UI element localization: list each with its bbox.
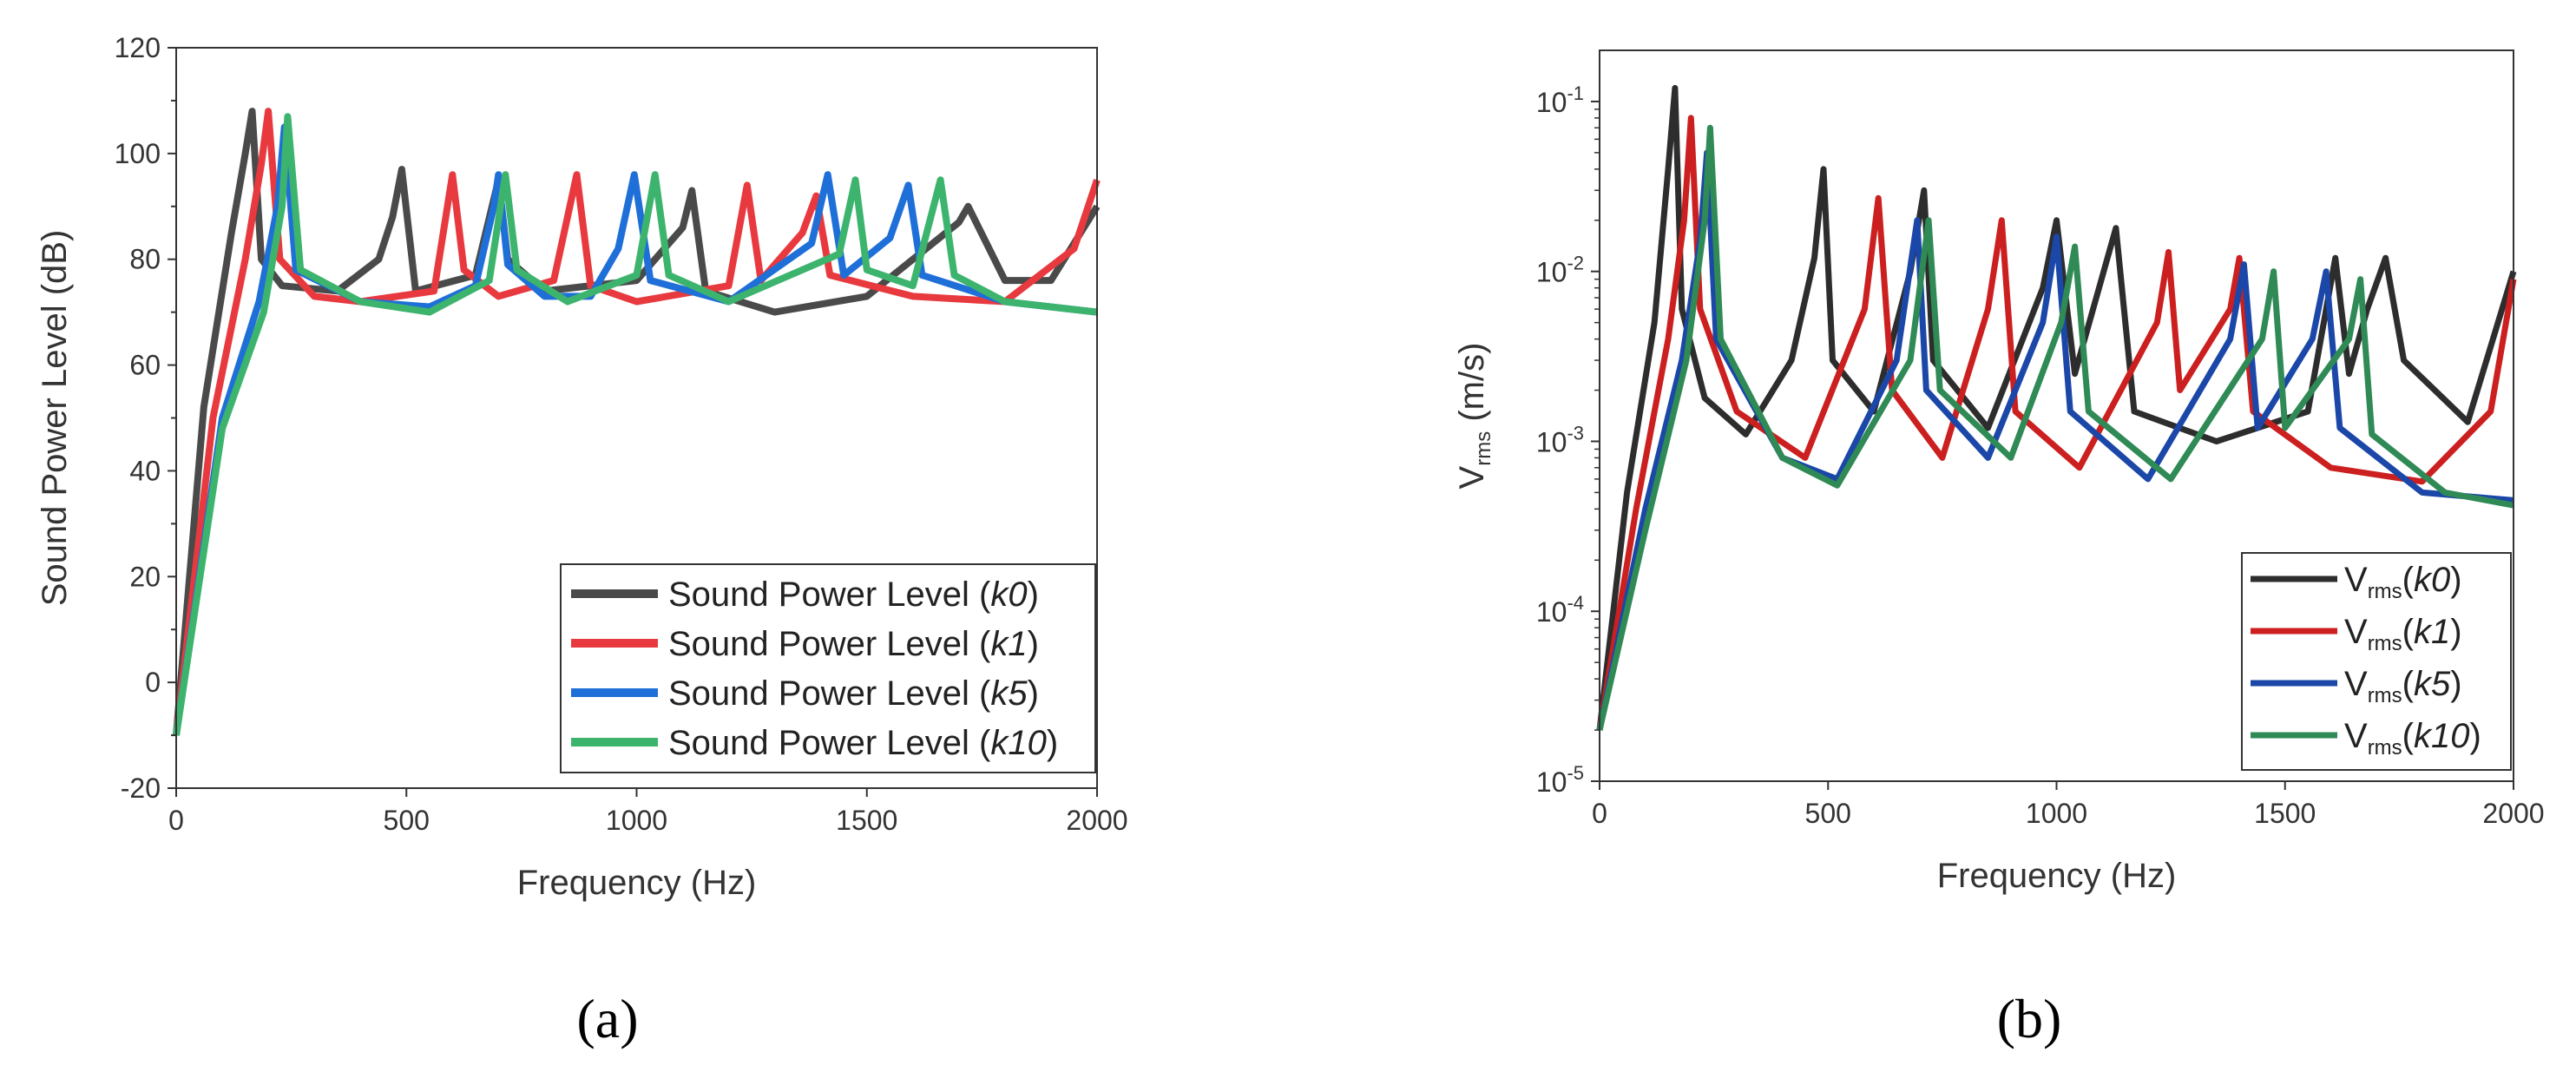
panel-b-legend-label: Vrms(k10) [2344,717,2481,760]
panel-a-y-tick-label: -20 [121,773,161,804]
panel-b-ticks: 0 500 1000 1500 2000 10-1 10-2 10-3 10-4 10-5 [1536,82,2545,829]
panel-b-y-axis-label: Vrms (m/s) [1453,343,1495,490]
panel-b-x-tick-label: 0 [1592,798,1607,829]
panel-a-y-tick-label: 20 [129,561,161,592]
panel-b-x-tick-label: 2000 [2482,798,2544,829]
panel-a-x-tick-label: 1000 [606,805,667,836]
panel-b-x-tick-label: 1500 [2254,798,2316,829]
panel-a-x-tick-label: 2000 [1066,805,1127,836]
panel-a-series-line-k10 [173,113,1098,736]
panel-b-y-axis-label-main: V [1453,465,1491,489]
panel-a-legend: Sound Power Level (k0) Sound Power Level … [560,563,1096,773]
panel-b-series-group [1596,84,2517,731]
panel-a-legend-label: Sound Power Level (k10) [668,724,1058,762]
panel-b-x-tick-label: 1000 [2026,798,2087,829]
panel-a-legend-label: Sound Power Level (k1) [668,625,1039,663]
panel-a-legend-label: Sound Power Level (k5) [668,674,1039,713]
panel-b-legend: Vrms(k0) Vrms(k1) Vrms(k5) Vrms(k10) [2241,552,2512,771]
panel-b-legend-label: Vrms(k5) [2344,665,2462,707]
panel-b-y-tick-label: 10-4 [1536,592,1584,628]
panel-a-caption: (a) [576,988,638,1049]
panel-a-y-tick-label: 0 [145,667,161,698]
panel-b-y-tick-label: 10-3 [1536,422,1584,457]
panel-b-y-tick-label: 10-2 [1536,253,1584,288]
panel-a-y-tick-label: 40 [129,455,161,486]
panel-b-y-tick-label: 10-1 [1536,82,1584,118]
panel-a-x-tick-label: 0 [168,805,184,836]
panel-a-x-axis-label: Frequency (Hz) [517,864,757,902]
panel-b-caption: (b) [1997,988,2062,1049]
panel-a-x-tick-label: 500 [384,805,430,836]
panel-a-y-tick-label: 80 [129,244,161,275]
panel-b-x-tick-label: 500 [1805,798,1851,829]
panel-b: 0 500 1000 1500 2000 10-1 10-2 10-3 10-4 10-5 Fre… [1453,49,2545,1049]
panel-a-y-tick-label: 120 [115,32,161,63]
panel-b-series-line-k1 [1596,115,2517,731]
panel-a-legend-label: Sound Power Level (k0) [668,575,1039,614]
panel-b-series-line-k10 [1596,124,2514,731]
panel-b-y-axis-label-unit: (m/s) [1453,343,1491,431]
panel-b-legend-label: Vrms(k1) [2344,613,2462,655]
panel-b-x-axis-label: Frequency (Hz) [1937,857,2177,895]
panel-b-legend-label: Vrms(k0) [2344,561,2462,603]
panel-a-y-axis-label: Sound Power Level (dB) [36,230,74,607]
panel-b-y-tick-label: 10-5 [1536,762,1584,798]
panel-a-series-group [173,108,1101,736]
panel-a-y-tick-label: 60 [129,350,161,381]
panel-b-y-axis-label-sub: rms [1472,431,1495,466]
panel-a-y-tick-label: 100 [115,138,161,169]
panel-a-x-tick-label: 1500 [836,805,897,836]
